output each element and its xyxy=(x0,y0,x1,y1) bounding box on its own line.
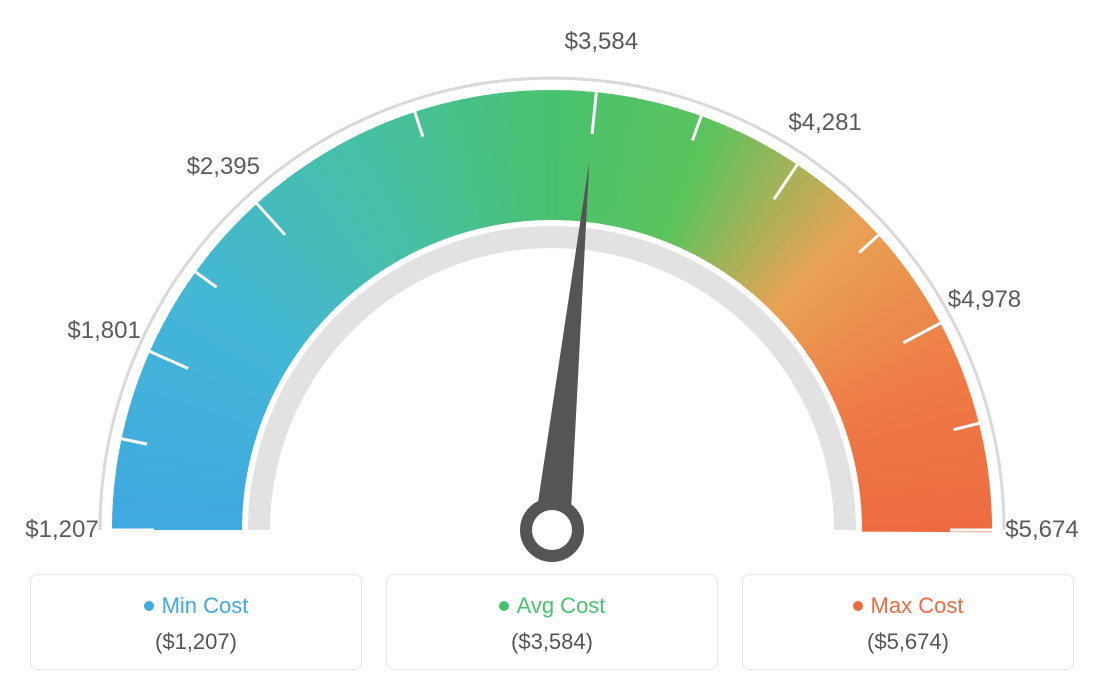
gauge-tick-label: $3,584 xyxy=(565,28,638,56)
legend-card-max: Max Cost ($5,674) xyxy=(742,574,1074,670)
gauge-tick-label: $4,281 xyxy=(788,109,861,137)
gauge-tick-label: $1,207 xyxy=(25,516,98,544)
legend-card-min: Min Cost ($1,207) xyxy=(30,574,362,670)
legend-title-text: Avg Cost xyxy=(517,593,606,619)
dot-icon xyxy=(499,601,509,611)
legend-title-min: Min Cost xyxy=(144,593,249,619)
dot-icon xyxy=(144,601,154,611)
gauge-tick-label: $2,395 xyxy=(187,153,260,181)
legend-value-min: ($1,207) xyxy=(41,629,351,655)
dot-icon xyxy=(853,601,863,611)
legend-title-avg: Avg Cost xyxy=(499,593,606,619)
gauge-needle-hub xyxy=(526,504,578,556)
legend-row: Min Cost ($1,207) Avg Cost ($3,584) Max … xyxy=(0,574,1104,670)
legend-title-max: Max Cost xyxy=(853,593,964,619)
gauge-tick-label: $5,674 xyxy=(1005,516,1078,544)
legend-value-avg: ($3,584) xyxy=(397,629,707,655)
gauge-chart: $1,207 $1,801 $2,395 $3,584 $4,281 $4,978 $5,6… xyxy=(0,0,1104,690)
gauge-tick-label: $4,978 xyxy=(948,286,1021,314)
legend-title-text: Max Cost xyxy=(871,593,964,619)
legend-value-max: ($5,674) xyxy=(753,629,1063,655)
legend-title-text: Min Cost xyxy=(162,593,249,619)
gauge-tick-label: $1,801 xyxy=(67,317,140,345)
legend-card-avg: Avg Cost ($3,584) xyxy=(386,574,718,670)
